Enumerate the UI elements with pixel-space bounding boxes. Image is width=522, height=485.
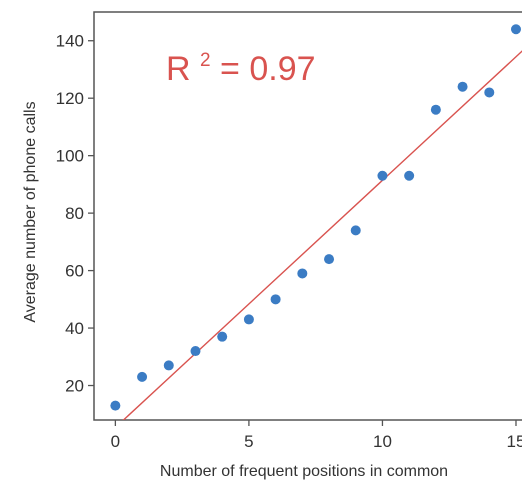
y-tick-label: 80 [65, 204, 84, 223]
r-squared-value: = 0.97 [220, 50, 315, 88]
y-axis: 20 40 60 80 100 120 140 [56, 32, 94, 396]
y-tick-label: 40 [65, 319, 84, 338]
data-point [270, 294, 281, 305]
fit-line [122, 50, 522, 420]
data-point [510, 24, 521, 35]
data-point [457, 81, 468, 92]
data-point [404, 170, 415, 181]
y-tick-label: 120 [56, 89, 84, 108]
data-point [297, 268, 308, 279]
x-tick-label: 10 [373, 432, 392, 451]
x-axis: 0 5 10 15 [111, 420, 522, 451]
r-squared-annotation: R 2 = 0.97 [166, 36, 316, 88]
data-point [377, 170, 388, 181]
y-tick-label: 140 [56, 32, 84, 51]
y-tick-label: 20 [65, 377, 84, 396]
r-squared-base: R [166, 50, 191, 88]
data-point [243, 314, 254, 325]
data-point [163, 360, 174, 371]
data-point [350, 225, 361, 236]
data-point [484, 87, 495, 98]
plot-area-frame [93, 11, 522, 421]
y-tick-label: 60 [65, 262, 84, 281]
y-axis-label: Average number of phone calls [22, 101, 39, 322]
data-point [324, 254, 335, 265]
y-tick-label: 100 [56, 147, 84, 166]
data-points [110, 24, 521, 411]
data-point [137, 371, 148, 382]
data-point [217, 331, 228, 342]
x-tick-label: 15 [507, 432, 522, 451]
x-axis-label: Number of frequent positions in common [160, 463, 448, 480]
x-tick-label: 0 [111, 432, 120, 451]
r-squared-superscript: 2 [200, 50, 211, 71]
fit-line-group [122, 50, 522, 420]
data-point [110, 400, 121, 411]
data-point [430, 104, 441, 115]
data-point [190, 346, 201, 357]
x-tick-label: 5 [244, 432, 253, 451]
